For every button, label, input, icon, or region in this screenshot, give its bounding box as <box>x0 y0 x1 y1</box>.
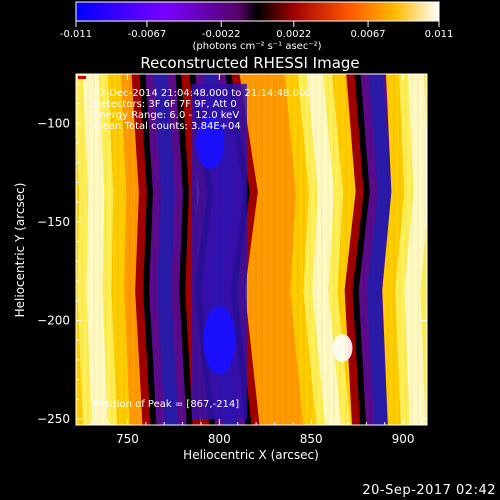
colorbar-label: (photons cm⁻² s⁻¹ asec⁻²) <box>192 41 321 52</box>
annotation-energy: Energy Range: 6.0 - 12.0 keV <box>93 110 239 121</box>
chart-title: Reconstructed RHESSI Image <box>140 54 359 72</box>
colorbar-tick-label: -0.0067 <box>128 29 167 40</box>
y-tick-label: −250 <box>37 412 70 426</box>
y-axis: −100 −150 −200 −250 <box>37 83 427 426</box>
corner-marker <box>78 76 86 79</box>
colorbar-tick-label: 0.0067 <box>351 29 386 40</box>
colorbar-gradient <box>75 1 440 22</box>
heatmap-ridge-low <box>366 74 392 425</box>
heatmap-ridges <box>76 74 427 425</box>
heatmap-minimum <box>203 306 236 375</box>
footer-date: 20-Sep-2017 02:42 <box>362 483 496 498</box>
x-tick-label: 850 <box>300 432 323 446</box>
colorbar-tick-label: -0.0022 <box>202 29 241 40</box>
heatmap-cells <box>76 74 425 425</box>
annotation-peak: Position of Peak = [867,-214] <box>93 399 239 410</box>
y-axis-label: Heliocentric Y (arcsec) <box>13 183 27 318</box>
y-tick-label: −200 <box>37 313 70 327</box>
heatmap-ridge-low <box>153 74 179 425</box>
heatmap-peak <box>332 334 353 363</box>
heatmap-ridge-high <box>82 74 108 425</box>
annotation-detectors: Detectors: 3F 6F 7F 9F, Att 0 <box>93 99 237 110</box>
x-tick-label: 750 <box>116 432 139 446</box>
plot-frame <box>75 73 428 426</box>
annotation-method: Clean Total counts: 3.84E+04 <box>93 121 241 132</box>
x-axis-label: Heliocentric X (arcsec) <box>183 448 319 462</box>
annotations: 27-Dec-2014 21:04:48.000 to 21:14:48.000… <box>93 88 312 410</box>
heatmap <box>76 74 427 425</box>
colorbar-tick-label: 0.011 <box>425 29 454 40</box>
y-tick-label: −150 <box>37 215 70 229</box>
heatmap-ridge-high <box>306 74 342 425</box>
y-tick-label: −100 <box>37 116 70 130</box>
annotation-time: 27-Dec-2014 21:04:48.000 to 21:14:48.000 <box>93 88 312 99</box>
colorbar: -0.011 -0.0067 -0.0022 0.0022 0.0067 0.011 (p… <box>60 1 453 52</box>
heatmap-minimum <box>196 117 225 170</box>
colorbar-tick-label: -0.011 <box>60 29 92 40</box>
x-tick-label: 800 <box>208 432 231 446</box>
x-tick-label: 900 <box>392 432 415 446</box>
x-axis: 750 800 850 900 <box>90 74 422 446</box>
heatmap-ridge-high <box>404 74 427 425</box>
colorbar-ticks: -0.011 -0.0067 -0.0022 0.0022 0.0067 0.011 <box>60 21 453 40</box>
colorbar-tick-label: 0.0022 <box>276 29 311 40</box>
